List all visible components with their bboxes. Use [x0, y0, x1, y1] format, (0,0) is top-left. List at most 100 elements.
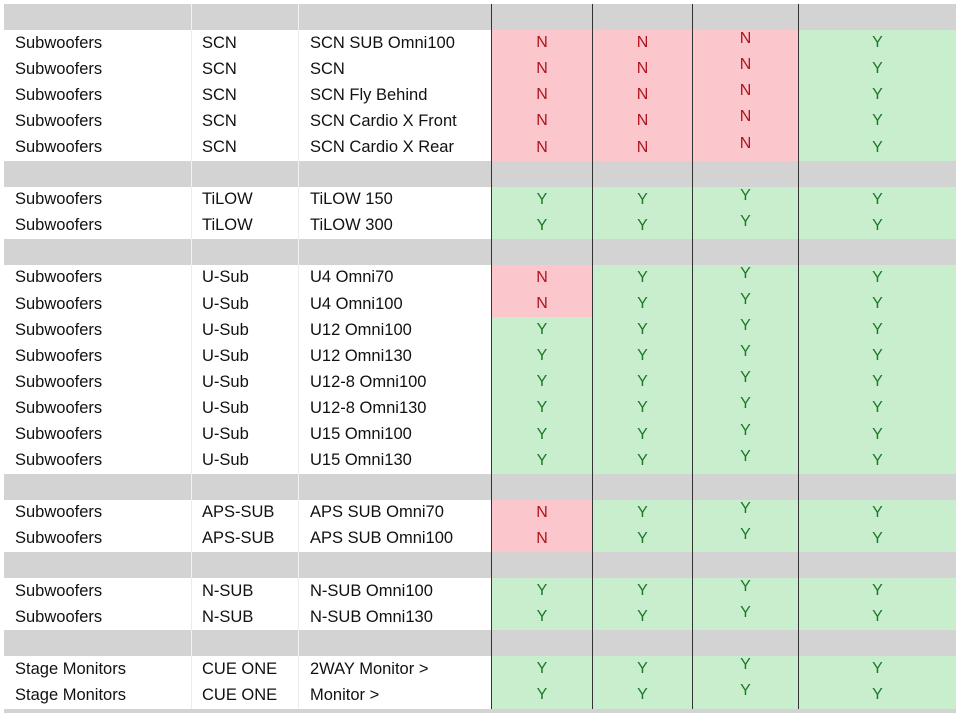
- group-separator: [4, 551, 956, 579]
- category-cell: Subwoofers: [15, 398, 103, 417]
- compat-flag: Y: [740, 656, 751, 674]
- model-cell: SCN: [298, 56, 491, 83]
- compat-cell: Y: [692, 499, 798, 526]
- compat-flag: Y: [872, 373, 883, 391]
- table-row: Subwoofers U-Sub U12-8 Omni100 Y Y Y Y: [4, 369, 956, 396]
- category-cell: Subwoofers: [15, 33, 103, 52]
- compat-cell: Y: [798, 578, 956, 605]
- compat-flag: N: [536, 112, 548, 130]
- compat-flag: Y: [740, 369, 751, 387]
- compat-cell: Y: [798, 291, 956, 318]
- compat-cell: Y: [692, 212, 798, 239]
- separator-cell: [798, 160, 956, 187]
- compat-cell: Y: [798, 264, 956, 292]
- compat-cell: Y: [692, 682, 798, 709]
- compat-flag: Y: [536, 660, 548, 678]
- separator-cell: [4, 630, 191, 656]
- compat-cell: Y: [491, 186, 592, 213]
- series-cell: CUE ONE: [191, 682, 298, 709]
- compat-cell: Y: [592, 343, 692, 370]
- compat-cell: Y: [798, 395, 956, 422]
- compat-flag: Y: [637, 321, 648, 339]
- compat-cell: N: [491, 134, 592, 161]
- model-cell: U15 Omni130: [298, 447, 491, 474]
- separator-cell: [798, 630, 956, 657]
- compat-cell: Y: [798, 682, 956, 709]
- compat-cell: Y: [798, 499, 956, 526]
- separator-cell: [298, 551, 491, 579]
- separator-cell: [491, 238, 592, 265]
- series-cell: TiLOW: [191, 186, 298, 213]
- compat-flag: N: [636, 112, 649, 130]
- compat-flag: N: [536, 60, 548, 78]
- compat-cell: Y: [692, 186, 798, 213]
- compat-cell: Y: [692, 656, 798, 683]
- separator-cell: [298, 238, 491, 265]
- compat-flag: Y: [536, 373, 548, 391]
- compat-flag: Y: [872, 268, 883, 286]
- compat-flag: Y: [740, 604, 751, 622]
- compat-flag: Y: [637, 216, 648, 234]
- compat-cell: N: [491, 82, 592, 109]
- compat-cell: Y: [592, 421, 692, 448]
- compat-cell: N: [491, 108, 592, 135]
- compat-cell: N: [491, 264, 592, 292]
- compat-cell: Y: [798, 108, 956, 135]
- compat-flag: Y: [536, 425, 548, 443]
- model-cell: SCN Cardio X Rear: [298, 134, 491, 161]
- compat-cell: Y: [491, 212, 592, 239]
- group-separator: [4, 160, 956, 187]
- model-cell: N-SUB Omni100: [298, 578, 491, 605]
- compat-flag: Y: [872, 190, 883, 208]
- separator-cell: [491, 630, 592, 657]
- category-cell: Subwoofers: [15, 607, 103, 626]
- series-cell: SCN: [191, 134, 298, 161]
- series-cell: N-SUB: [191, 578, 298, 605]
- compat-flag: N: [739, 108, 752, 126]
- series-cell: U-Sub: [191, 317, 298, 344]
- compat-cell: Y: [798, 656, 956, 683]
- compat-flag: Y: [637, 503, 648, 521]
- compat-flag: Y: [637, 268, 648, 286]
- compat-cell: N: [692, 134, 798, 161]
- compat-cell: Y: [592, 369, 692, 396]
- compat-cell: Y: [692, 317, 798, 344]
- compat-flag: Y: [536, 216, 548, 234]
- category-cell: Subwoofers: [15, 529, 103, 548]
- category-cell: Stage Monitors: [15, 685, 126, 704]
- series-cell: U-Sub: [191, 421, 298, 448]
- compat-cell: Y: [592, 578, 692, 605]
- compat-cell: Y: [798, 421, 956, 448]
- separator-cell: [4, 239, 191, 265]
- compat-flag: Y: [536, 608, 548, 626]
- compat-cell: Y: [592, 656, 692, 683]
- compat-cell: Y: [798, 317, 956, 344]
- table-row: Subwoofers TiLOW TiLOW 300 Y Y Y Y: [4, 212, 956, 239]
- model-cell: U4 Omni70: [298, 264, 491, 292]
- model-cell: U15 Omni100: [298, 421, 491, 448]
- compat-cell: N: [491, 291, 592, 318]
- compat-cell: Y: [592, 291, 692, 318]
- compat-flag: N: [636, 34, 649, 52]
- compat-flag: Y: [872, 529, 883, 547]
- separator-cell: [191, 160, 298, 187]
- compat-cell: N: [592, 108, 692, 135]
- table-header-row: [4, 4, 956, 31]
- separator-cell: [798, 551, 956, 579]
- compat-flag: Y: [637, 686, 648, 704]
- model-cell: SCN SUB Omni100: [298, 30, 491, 57]
- compat-flag: N: [536, 295, 548, 313]
- compat-flag: N: [536, 138, 548, 156]
- compat-flag: Y: [637, 582, 648, 600]
- series-cell: U-Sub: [191, 395, 298, 422]
- compat-flag: Y: [637, 399, 648, 417]
- table-body: Subwoofers SCN SCN SUB Omni100 N N N Y Subwoofe…: [4, 30, 956, 709]
- category-cell: Stage Monitors: [15, 659, 126, 678]
- separator-cell: [592, 630, 692, 657]
- separator-cell: [798, 473, 956, 500]
- compat-cell: Y: [592, 447, 692, 474]
- compat-cell: N: [491, 499, 592, 526]
- table-row: Subwoofers N-SUB N-SUB Omni100 Y Y Y Y: [4, 578, 956, 605]
- series-cell: CUE ONE: [191, 656, 298, 683]
- separator-cell: [191, 238, 298, 265]
